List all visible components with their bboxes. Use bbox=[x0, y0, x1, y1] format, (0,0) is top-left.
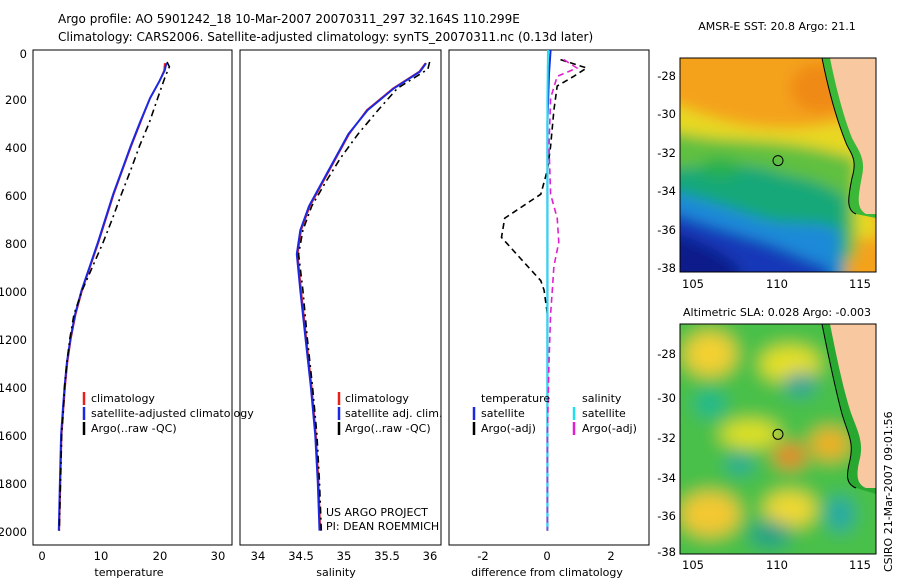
difference-panel: -2 0 2 difference from climatology tempe… bbox=[448, 49, 650, 579]
sst-lon-tick: 115 bbox=[849, 277, 871, 291]
legend-entry: Argo(-adj) bbox=[481, 422, 536, 435]
sst-map-panel: AMSR-E SST: 20.8 Argo: 21.1 bbox=[657, 20, 877, 291]
sla-lat-tick: -38 bbox=[657, 545, 676, 559]
depth-ytick: 0 bbox=[20, 47, 27, 61]
difference-xtick: 2 bbox=[607, 549, 614, 563]
series-line-satellite bbox=[57, 62, 168, 531]
sla-lat-tick: -30 bbox=[657, 391, 676, 405]
legend-entry: satellite adj. clim. bbox=[345, 407, 442, 420]
salinity-legend: climatology satellite adj. clim. Argo(..… bbox=[337, 392, 442, 435]
difference-xtick: 0 bbox=[543, 549, 550, 563]
temperature-xtick: 0 bbox=[38, 549, 45, 563]
credit-text: CSIRO 21-Mar-2007 09:01:56 bbox=[882, 411, 895, 572]
difference-xtick: -2 bbox=[477, 549, 488, 563]
depth-ytick: 1000 bbox=[0, 285, 27, 299]
sla-lon-tick: 110 bbox=[766, 558, 788, 572]
difference-from-climatology-series bbox=[500, 49, 589, 531]
series-line-temperature-argo-adj- bbox=[500, 58, 589, 531]
sla-argo-marker bbox=[772, 428, 784, 440]
sst-coastline bbox=[821, 58, 857, 215]
sst-lon-tick: 110 bbox=[766, 277, 788, 291]
sst-lat-tick: -30 bbox=[657, 107, 676, 121]
sst-map-title: AMSR-E SST: 20.8 Argo: 21.1 bbox=[698, 20, 856, 33]
legend-entry: Argo(-adj) bbox=[582, 422, 637, 435]
legend-entry: climatology bbox=[345, 392, 409, 405]
temperature-legend: climatology satellite-adjusted climatolo… bbox=[82, 392, 254, 435]
header-line-2: Climatology: CARS2006. Satellite-adjuste… bbox=[58, 30, 593, 44]
series-line-salinity-argo-adj- bbox=[546, 58, 579, 531]
depth-ytick: 1600 bbox=[0, 429, 27, 443]
difference-axes-frame bbox=[448, 49, 650, 546]
depth-ytick: 400 bbox=[5, 141, 27, 155]
sla-lon-tick: 115 bbox=[849, 558, 871, 572]
sst-lat-tick: -36 bbox=[657, 223, 676, 237]
salinity-xlabel: salinity bbox=[316, 566, 356, 579]
temperature-axes-frame bbox=[32, 49, 233, 546]
depth-ytick: 1800 bbox=[0, 477, 27, 491]
salinity-xtick: 36 bbox=[423, 549, 438, 563]
difference-legend: temperature satellite Argo(-adj) salinit… bbox=[472, 392, 637, 435]
depth-ytick: 1200 bbox=[0, 333, 27, 347]
series-line-satellite bbox=[295, 62, 427, 531]
temperature-xlabel: temperature bbox=[94, 566, 163, 579]
legend-entry: satellite-adjusted climatology bbox=[91, 407, 254, 420]
sst-lat-tick: -34 bbox=[657, 184, 676, 198]
sst-map-frame bbox=[679, 57, 877, 273]
depth-ytick: 2000 bbox=[0, 525, 27, 539]
sst-lon-tick: 105 bbox=[682, 277, 704, 291]
header-line-1: Argo profile: AO 5901242_18 10-Mar-2007 … bbox=[58, 12, 520, 26]
temperature-series bbox=[57, 61, 171, 531]
pi-annotation: PI: DEAN ROEMMICH bbox=[326, 520, 439, 533]
salinity-xtick: 34.5 bbox=[288, 549, 314, 563]
sla-lat-tick: -34 bbox=[657, 471, 676, 485]
depth-ytick: 1400 bbox=[0, 381, 27, 395]
series-line-argo-raw-qc- bbox=[297, 61, 431, 531]
sst-lat-tick: -32 bbox=[657, 146, 676, 160]
sla-map-panel: Altimetric SLA: 0.028 Argo: -0.003 bbox=[657, 306, 877, 572]
sst-lat-tick: -28 bbox=[657, 69, 676, 83]
legend-heading-temperature: temperature bbox=[481, 392, 550, 405]
project-annotation: US ARGO PROJECT bbox=[326, 506, 428, 519]
sla-land bbox=[830, 324, 876, 488]
difference-xlabel: difference from climatology bbox=[471, 566, 623, 579]
salinity-axes-frame bbox=[239, 49, 442, 546]
sla-lat-tick: -36 bbox=[657, 509, 676, 523]
salinity-xtick: 34 bbox=[251, 549, 266, 563]
temperature-xtick: 30 bbox=[211, 549, 226, 563]
sla-lat-tick: -32 bbox=[657, 431, 676, 445]
legend-entry: Argo(..raw -QC) bbox=[91, 422, 177, 435]
temperature-panel: 0 10 20 30 0 200 400 600 800 1000 1200 1… bbox=[0, 47, 254, 579]
series-line-climatology bbox=[58, 63, 166, 531]
sst-argo-marker bbox=[772, 155, 784, 167]
depth-ytick: 200 bbox=[5, 93, 27, 107]
sst-land bbox=[830, 58, 876, 214]
series-line-argo-raw-qc- bbox=[58, 61, 171, 531]
sla-coastline bbox=[821, 324, 857, 489]
legend-entry: Argo(..raw -QC) bbox=[345, 422, 431, 435]
sst-lat-tick: -38 bbox=[657, 261, 676, 275]
legend-entry: satellite bbox=[582, 407, 626, 420]
sla-lon-tick: 105 bbox=[682, 558, 704, 572]
legend-entry: satellite bbox=[481, 407, 525, 420]
salinity-xtick: 35 bbox=[337, 549, 352, 563]
sla-map-title: Altimetric SLA: 0.028 Argo: -0.003 bbox=[683, 306, 871, 319]
salinity-xtick: 35.5 bbox=[374, 549, 400, 563]
legend-heading-salinity: salinity bbox=[582, 392, 622, 405]
depth-ytick: 600 bbox=[5, 189, 27, 203]
sla-lat-tick: -28 bbox=[657, 347, 676, 361]
salinity-series bbox=[295, 61, 431, 531]
sla-map-frame bbox=[679, 323, 877, 555]
depth-ytick: 800 bbox=[5, 237, 27, 251]
temperature-ticks: 0 10 20 30 0 200 400 600 800 1000 1200 1… bbox=[0, 47, 225, 563]
temperature-xtick: 10 bbox=[94, 549, 109, 563]
temperature-xtick: 20 bbox=[153, 549, 168, 563]
salinity-panel: 34 34.5 35 35.5 36 salinity climatology … bbox=[239, 49, 442, 579]
legend-entry: climatology bbox=[91, 392, 155, 405]
